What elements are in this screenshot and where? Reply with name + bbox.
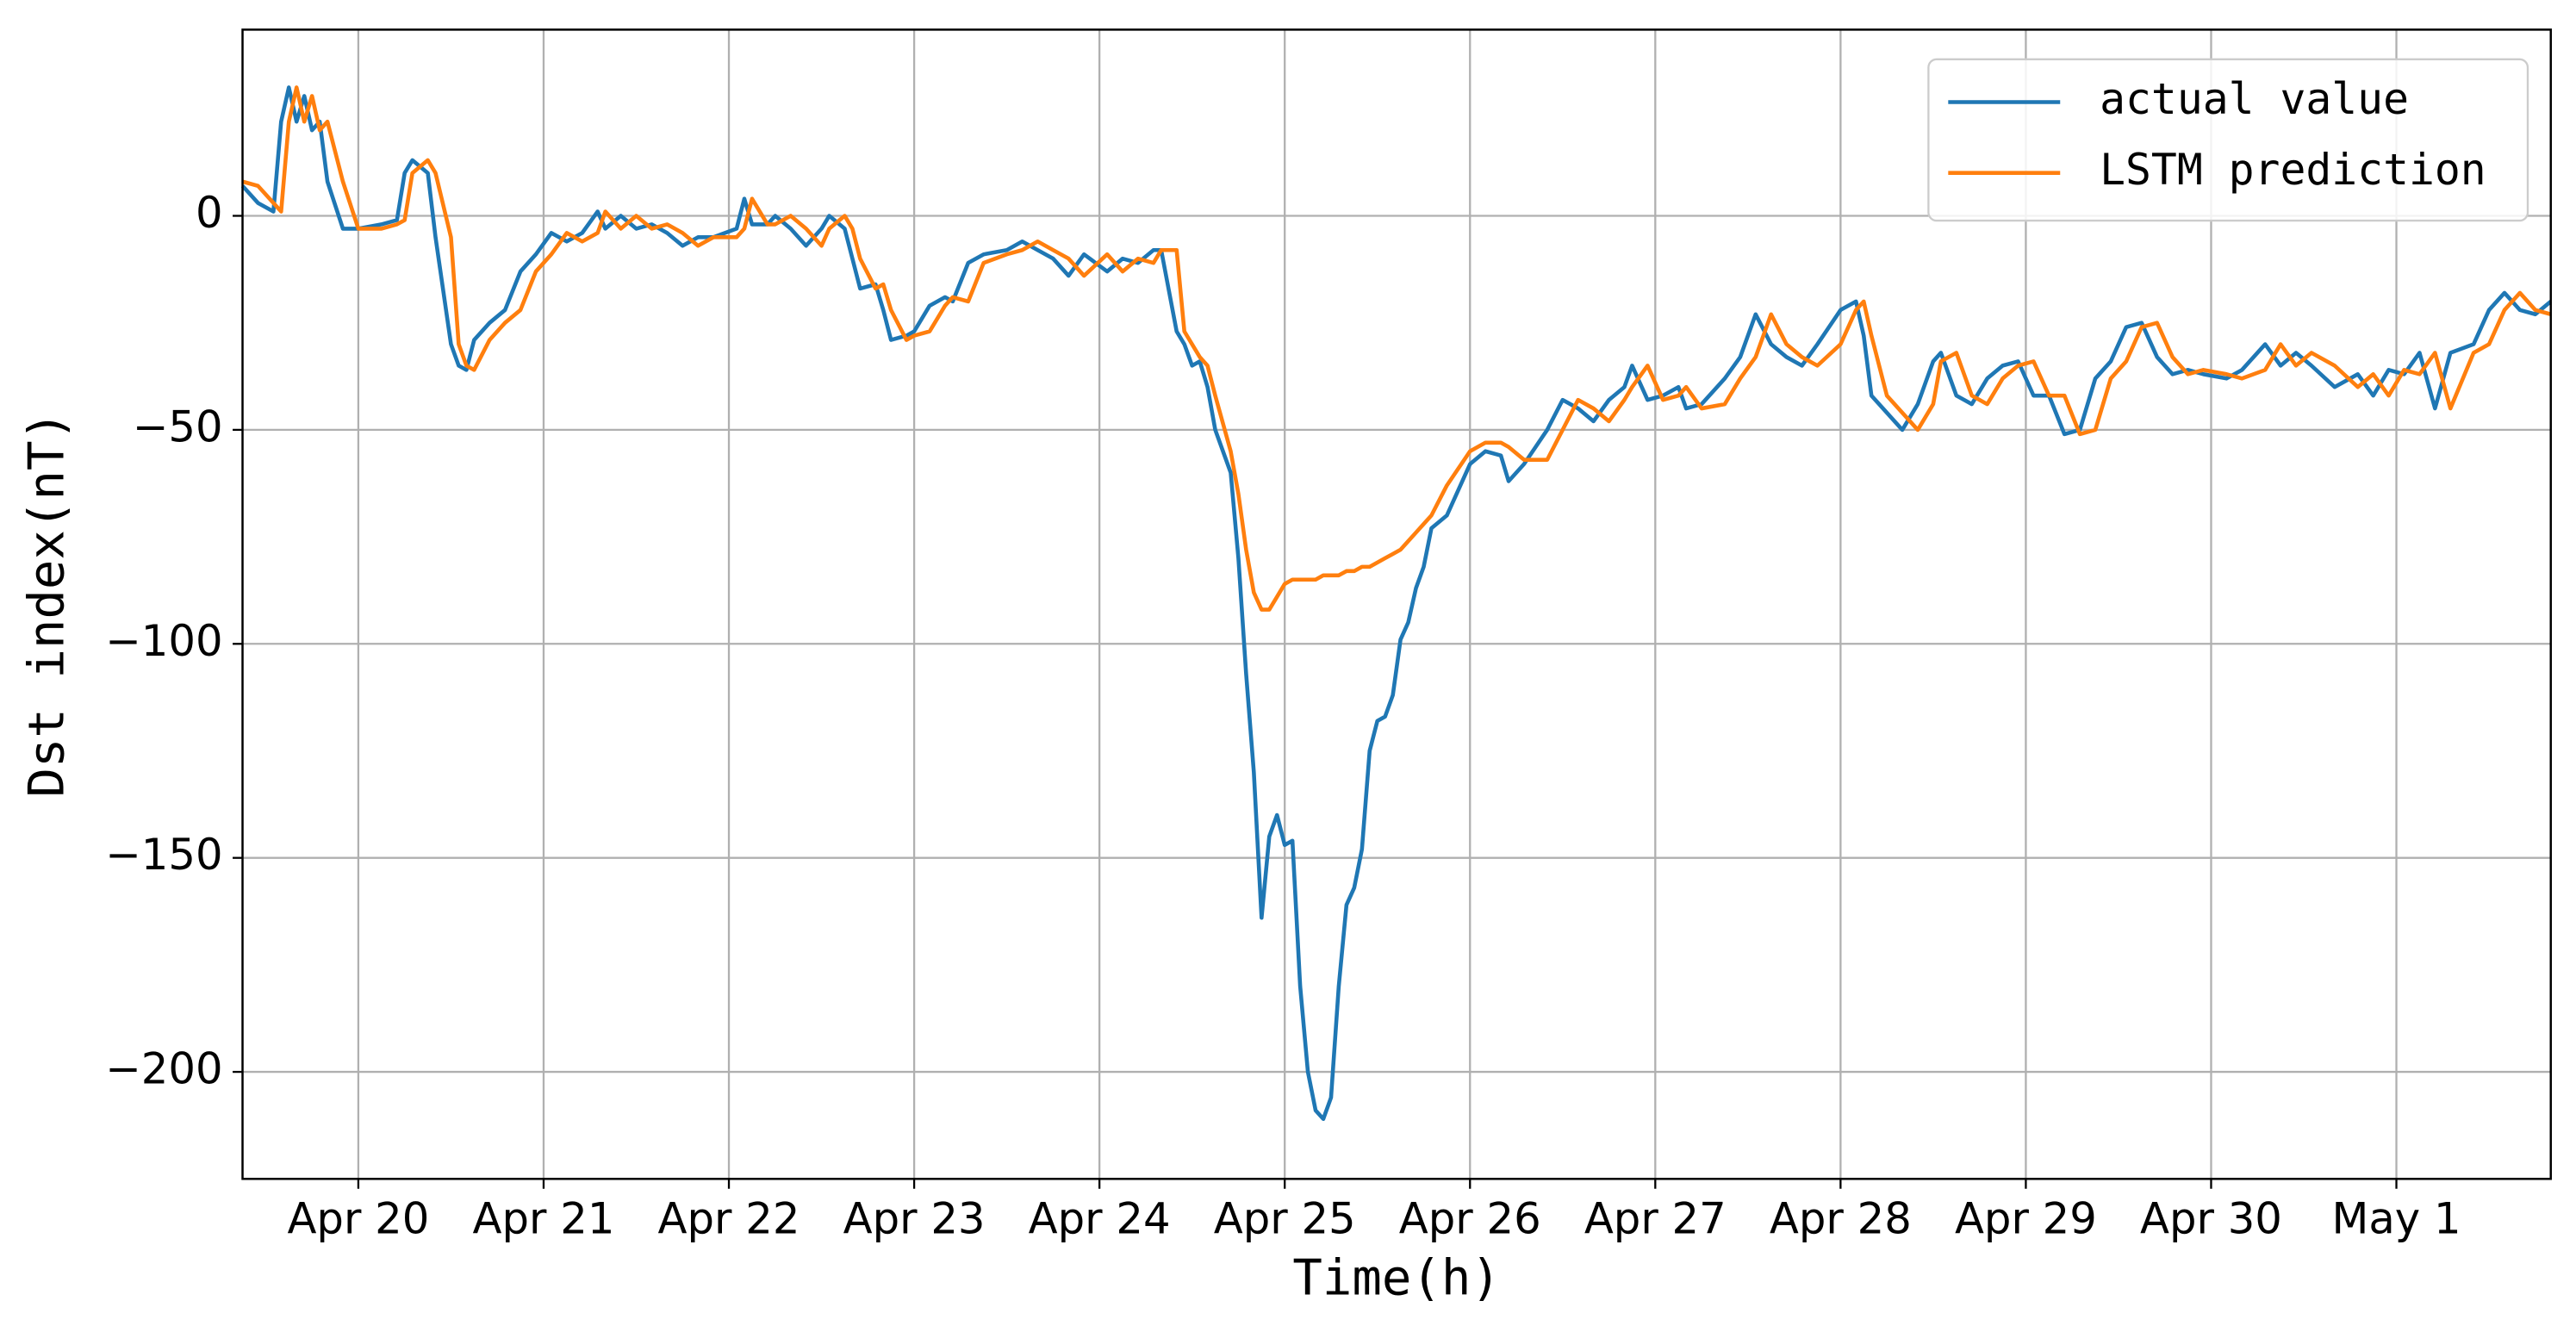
x-tick-label: Apr 24 (1029, 1193, 1171, 1243)
data-line (240, 85, 2553, 1122)
legend: actual value LSTM prediction (1927, 58, 2529, 222)
x-axis-label: Time(h) (1292, 1248, 1501, 1306)
x-tick-label: Apr 28 (1770, 1193, 1912, 1243)
x-tick-label: Apr 25 (1214, 1193, 1356, 1243)
x-tick-label: Apr 23 (843, 1193, 986, 1243)
x-tick-label: Apr 30 (2140, 1193, 2282, 1243)
plot-frame (241, 28, 2552, 1180)
x-tick-label: Apr 26 (1399, 1193, 1541, 1243)
y-tick-label: 0 (196, 188, 223, 238)
x-tick-label: Apr 22 (658, 1193, 800, 1243)
legend-label: LSTM prediction (2100, 145, 2486, 195)
x-tick-label: Apr 21 (473, 1193, 615, 1243)
x-tick-label: Apr 20 (287, 1193, 429, 1243)
y-axis-label: Dst index(nT) (18, 411, 76, 798)
x-tick-label: Apr 27 (1584, 1193, 1727, 1243)
x-tick-label: May 1 (2331, 1193, 2461, 1243)
y-tick-label: −50 (133, 401, 223, 451)
legend-box (1927, 58, 2529, 222)
x-tick-label: Apr 29 (1955, 1193, 2097, 1243)
y-tick-label: −150 (105, 830, 222, 880)
data-line (241, 85, 2552, 612)
y-tick-label: −200 (105, 1044, 222, 1094)
y-tick-label: −100 (105, 616, 222, 666)
legend-label: actual value (2100, 74, 2409, 124)
